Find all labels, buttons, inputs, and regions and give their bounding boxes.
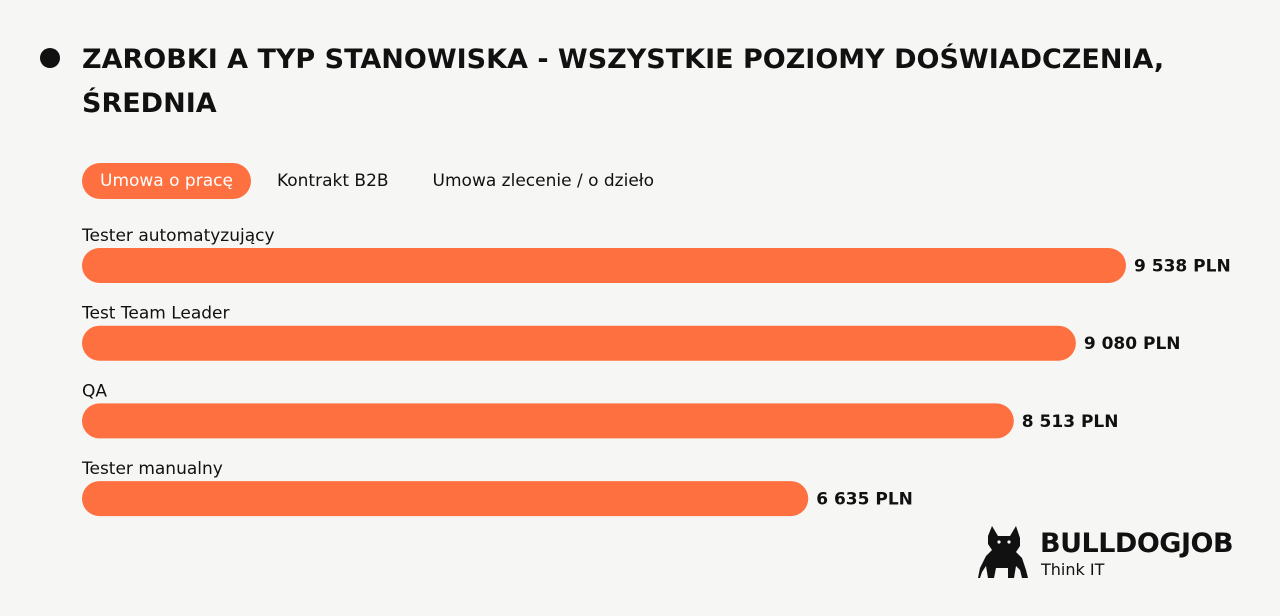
bar — [82, 481, 809, 517]
value-label: 9 538 PLN — [1134, 257, 1231, 277]
logo-tagline: Think IT — [1041, 560, 1105, 579]
bar — [82, 403, 1014, 439]
logo-name: BULLDOGJOB — [1040, 528, 1234, 559]
category-label: Tester manualny — [81, 459, 223, 479]
tab-kontrakt-b2b[interactable]: Kontrakt B2B — [276, 171, 389, 191]
category-label: Test Team Leader — [81, 304, 230, 324]
bar — [82, 325, 1076, 361]
chart-title: ZAROBKI A TYP STANOWISKA - WSZYSTKIE POZ… — [82, 44, 1165, 119]
brand-logo: BULLDOGJOB Think IT — [978, 522, 1268, 582]
contract-type-tabs: Umowa o pracę Kontrakt B2B Umowa zleceni… — [82, 163, 680, 199]
category-label: QA — [82, 381, 107, 401]
bulldog-icon — [978, 526, 1028, 578]
category-label: Tester automatyzujący — [81, 226, 275, 246]
tab-umowa-o-prace[interactable]: Umowa o pracę — [82, 163, 251, 199]
value-label: 8 513 PLN — [1022, 412, 1119, 432]
title-bullet-icon — [40, 48, 60, 68]
bar — [82, 248, 1126, 283]
tab-umowa-zlecenie[interactable]: Umowa zlecenie / o dzieło — [432, 171, 655, 191]
value-label: 6 635 PLN — [816, 490, 913, 510]
value-label: 9 080 PLN — [1084, 334, 1181, 354]
